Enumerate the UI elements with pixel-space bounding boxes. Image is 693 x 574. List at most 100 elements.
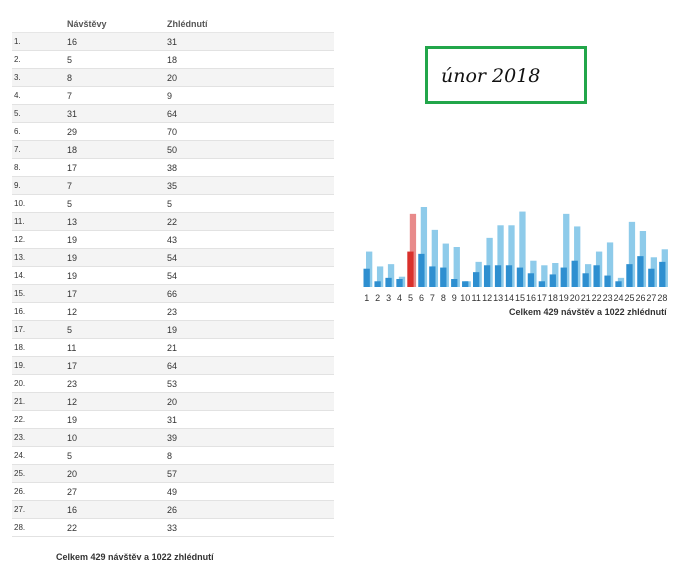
- views-bar-day-13: [497, 225, 504, 287]
- visits-cell: 5: [67, 446, 167, 465]
- visits-cell: 17: [67, 284, 167, 303]
- visits-bar-day-1: [363, 268, 370, 287]
- visits-cell: 31: [67, 104, 167, 123]
- x-tick-label: 15: [515, 293, 525, 303]
- visits-bar-day-22: [593, 265, 600, 287]
- x-tick-label: 14: [504, 293, 514, 303]
- visits-column-header: Návštěvy: [67, 16, 167, 33]
- visits-bar-day-20: [571, 260, 578, 287]
- table-row: 5. 31 64: [12, 104, 334, 123]
- views-bar-day-14: [508, 225, 515, 287]
- views-cell: 20: [167, 68, 334, 87]
- visits-bar-day-9: [451, 279, 458, 287]
- views-cell: 22: [167, 212, 334, 231]
- table-row: 21. 12 20: [12, 392, 334, 411]
- visits-bar-day-14: [505, 265, 513, 287]
- views-cell: 18: [167, 50, 334, 69]
- day-cell: 23.: [12, 428, 67, 447]
- views-bar-day-5: [409, 213, 417, 287]
- x-tick-label: 2: [375, 293, 380, 303]
- x-tick-label: 9: [452, 293, 457, 303]
- table-body: 1. 16 31 2. 5 18 3. 8 20 4. 7 9 5. 31 64 6. 29 70 7. 18 50 8.…: [12, 32, 334, 537]
- views-cell: 26: [167, 500, 334, 519]
- visits-cell: 18: [67, 140, 167, 159]
- day-cell: 6.: [12, 122, 67, 141]
- visits-bar-day-12: [483, 265, 491, 287]
- visits-cell: 19: [67, 230, 167, 249]
- visits-cell: 16: [67, 32, 167, 51]
- visits-bar-day-16: [527, 273, 535, 287]
- views-bar-day-17: [541, 265, 548, 287]
- daily-bar-chart: 1 2 3 4 5 6 7 8 9 10 11 12 13 14 15 16 17 18 19 20 21 22 23 24 2…: [363, 207, 668, 303]
- table-total-summary: Celkem 429 návštěv a 1022 zhlédnutí: [56, 552, 214, 562]
- x-tick-label: 21: [581, 293, 591, 303]
- day-cell: 21.: [12, 392, 67, 411]
- day-cell: 4.: [12, 86, 67, 105]
- views-bar-day-23: [606, 242, 614, 287]
- table-row: 26. 27 49: [12, 482, 334, 501]
- x-tick-label: 1: [364, 293, 369, 303]
- x-tick-label: 26: [635, 293, 645, 303]
- visits-cell: 19: [67, 410, 167, 429]
- day-cell: 28.: [12, 518, 67, 537]
- day-cell: 3.: [12, 68, 67, 87]
- table-row: 17. 5 19: [12, 320, 334, 339]
- views-cell: 5: [167, 194, 334, 213]
- visits-cell: 19: [67, 266, 167, 285]
- views-cell: 53: [167, 374, 334, 393]
- x-tick-label: 7: [430, 293, 435, 303]
- visits-bar-day-2: [374, 281, 381, 287]
- table-row: 16. 12 23: [12, 302, 334, 321]
- views-cell: 50: [167, 140, 334, 159]
- x-tick-label: 16: [526, 293, 536, 303]
- visits-cell: 23: [67, 374, 167, 393]
- x-tick-label: 6: [419, 293, 424, 303]
- table-row: 8. 17 38: [12, 158, 334, 177]
- visits-cell: 10: [67, 428, 167, 447]
- x-tick-label: 5: [408, 293, 413, 303]
- table-row: 14. 19 54: [12, 266, 334, 285]
- views-bar-day-20: [574, 226, 581, 287]
- visits-bar-day-24: [615, 281, 622, 287]
- table-row: 23. 10 39: [12, 428, 334, 447]
- visits-bar-day-23: [604, 275, 611, 287]
- visits-bar-day-15: [516, 267, 524, 287]
- views-cell: 38: [167, 158, 334, 177]
- table-row: 4. 7 9: [12, 86, 334, 105]
- views-cell: 31: [167, 410, 334, 429]
- views-bar-day-8: [442, 243, 449, 287]
- views-cell: 57: [167, 464, 334, 483]
- visits-cell: 12: [67, 302, 167, 321]
- day-cell: 19.: [12, 356, 67, 375]
- views-cell: 33: [167, 518, 334, 537]
- views-cell: 8: [167, 446, 334, 465]
- x-tick-label: 22: [592, 293, 602, 303]
- visits-cell: 17: [67, 356, 167, 375]
- table-header-row: Návštěvy Zhlédnutí: [12, 16, 334, 33]
- chart-total-summary: Celkem 429 návštěv a 1022 zhlédnutí: [509, 307, 667, 317]
- views-column-header: Zhlédnutí: [167, 16, 334, 33]
- visits-bar-day-10: [462, 281, 469, 287]
- visits-bar-day-13: [494, 265, 502, 287]
- day-column-header: [12, 16, 67, 33]
- day-cell: 12.: [12, 230, 67, 249]
- table-row: 9. 7 35: [12, 176, 334, 195]
- month-box: únor 2018: [425, 46, 587, 104]
- x-tick-label: 10: [460, 293, 470, 303]
- views-cell: 43: [167, 230, 334, 249]
- views-cell: 35: [167, 176, 334, 195]
- day-cell: 24.: [12, 446, 67, 465]
- visits-bar-day-26: [637, 256, 644, 287]
- visits-cell: 5: [67, 320, 167, 339]
- views-cell: 21: [167, 338, 334, 357]
- day-cell: 7.: [12, 140, 67, 159]
- visits-bar-day-21: [582, 273, 589, 287]
- views-cell: 20: [167, 392, 334, 411]
- table-row: 10. 5 5: [12, 194, 334, 213]
- visits-cell: 20: [67, 464, 167, 483]
- views-cell: 9: [167, 86, 334, 105]
- x-tick-label: 20: [570, 293, 580, 303]
- day-cell: 26.: [12, 482, 67, 501]
- x-tick-label: 12: [482, 293, 492, 303]
- views-cell: 39: [167, 428, 334, 447]
